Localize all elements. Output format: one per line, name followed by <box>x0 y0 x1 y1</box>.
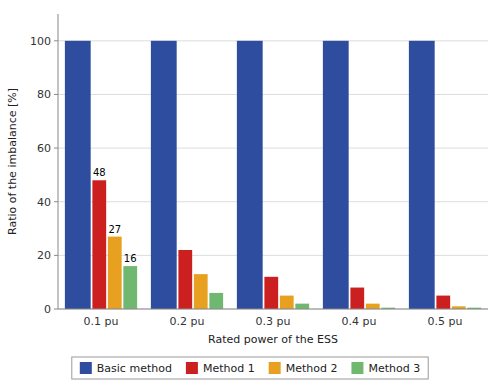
tick-label: 0.2 pu <box>170 315 205 328</box>
tick-label: 0.1 pu <box>84 315 119 328</box>
grid-line <box>58 309 488 310</box>
legend-frame <box>72 357 428 379</box>
tick-mark <box>54 148 58 149</box>
tick-label: 80 <box>37 88 51 101</box>
bar <box>194 274 208 309</box>
y-ticks: 0 20 40 60 80 100 <box>30 35 58 316</box>
legend-swatch <box>186 362 198 374</box>
bars <box>65 41 481 309</box>
tick-mark <box>54 40 58 41</box>
tick-label: 40 <box>37 196 51 209</box>
y-axis-line <box>58 14 59 309</box>
bar <box>178 250 192 309</box>
bar <box>108 237 122 309</box>
annotation: 27 <box>108 224 121 235</box>
grid <box>58 41 488 309</box>
x-axis-line <box>58 309 488 310</box>
bar <box>295 304 309 309</box>
legend-label: Method 1 <box>203 362 255 375</box>
legend-swatch <box>269 362 281 374</box>
tick-label: 0.3 pu <box>256 315 291 328</box>
tick-label: 20 <box>37 249 51 262</box>
legend-label: Method 3 <box>368 362 420 375</box>
tick-label: 0.5 pu <box>428 315 463 328</box>
axes: 0.1 pu 0.2 pu 0.3 pu 0.4 pu 0.5 pu Rated powe… <box>6 14 488 346</box>
bar <box>323 41 349 309</box>
bar <box>366 304 380 309</box>
annotation: 16 <box>124 253 137 264</box>
tick-label: 100 <box>30 35 51 48</box>
annotations: 48 27 16 <box>93 167 137 264</box>
legend-swatch <box>80 362 92 374</box>
legend-label: Basic method <box>97 362 172 375</box>
legend-swatch <box>351 362 363 374</box>
bar <box>280 296 294 309</box>
annotation: 48 <box>93 167 106 178</box>
tick-label: 0.4 pu <box>342 315 377 328</box>
bar <box>123 266 137 309</box>
x-axis-title: Rated power of the ESS <box>208 333 338 346</box>
tick-label: 60 <box>37 142 51 155</box>
legend: Basic method Method 1 Method 2 Method 3 <box>72 357 428 379</box>
tick-mark <box>54 309 58 310</box>
tick-mark <box>54 255 58 256</box>
bar <box>350 288 364 309</box>
bar <box>409 41 435 309</box>
bar <box>264 277 278 309</box>
y-axis-title: Ratio of the imbalance [%] <box>6 88 19 235</box>
bar <box>237 41 263 309</box>
tick-mark <box>54 201 58 202</box>
tick-label: 0 <box>44 303 51 316</box>
bar <box>436 296 450 309</box>
bar <box>151 41 177 309</box>
bar <box>65 41 91 309</box>
legend-label: Method 2 <box>286 362 338 375</box>
bar <box>92 180 106 309</box>
bar <box>209 293 223 309</box>
chart: 0 20 40 60 80 100 0.1 pu 0.2 pu 0.3 pu 0.4 pu 0.5 … <box>0 0 500 387</box>
tick-mark <box>54 94 58 95</box>
